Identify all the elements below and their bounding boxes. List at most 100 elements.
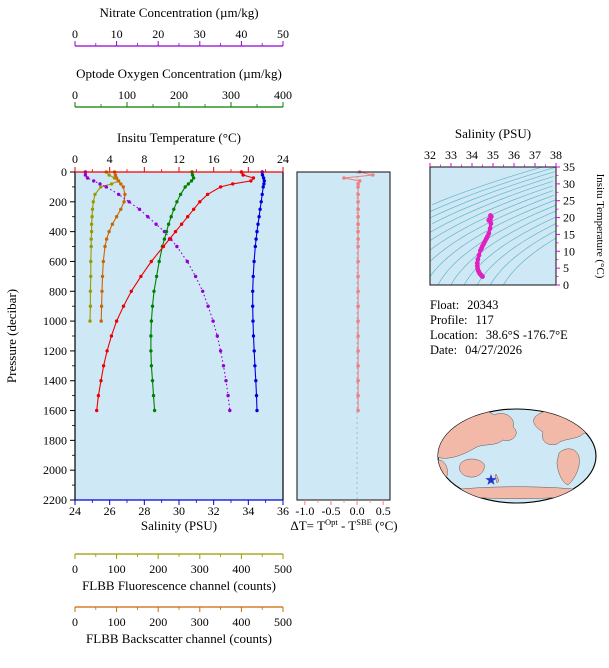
nitrate-profile-marker (175, 244, 179, 249)
fluorescence-profile-marker (89, 222, 94, 226)
nitrate-tick-label: 0 (72, 27, 78, 41)
backscatter-profile-marker (99, 304, 104, 308)
salinity-profile-marker (255, 408, 259, 413)
backscatter-profile-marker (114, 176, 119, 180)
ts-temperature-tick-label: 10 (563, 244, 575, 258)
nitrate-profile-marker (83, 173, 88, 177)
pressure-tick-label: 1000 (43, 314, 67, 328)
nitrate-profile-marker (224, 379, 228, 383)
backscatter-profile-marker (103, 244, 107, 249)
backscatter-profile-marker (119, 207, 123, 211)
oxygen-profile-marker (166, 222, 171, 226)
pressure-tick-label: 400 (49, 225, 67, 239)
nitrate-profile-marker (228, 408, 232, 413)
float-location-star (485, 474, 497, 485)
temperature-profile-marker (192, 207, 196, 211)
delta-t-title-part: - T (338, 518, 357, 533)
delta-t-title-part: (°C) (372, 518, 398, 533)
ts-temperature-tick-label: 5 (563, 261, 569, 275)
salinity-profile-marker (251, 289, 255, 293)
fluorescence-profile-marker (89, 237, 93, 241)
salinity-profile-marker (260, 173, 265, 177)
float-id-value: 20343 (467, 298, 498, 312)
temperature-profile-marker (251, 176, 256, 180)
delta-t-marker (371, 173, 375, 177)
temperature-profile-marker (179, 222, 184, 226)
profile-curves (83, 170, 266, 413)
backscatter-profile-marker (116, 179, 121, 183)
delta-t-marker (356, 274, 360, 279)
temperature-profile-marker (99, 379, 103, 383)
temperature-profile-marker (105, 349, 109, 353)
sigma-theta-contour (430, 185, 553, 242)
sigma-theta-contour (437, 204, 556, 285)
sigma-theta-contour (430, 194, 554, 262)
oxygen-tick-label: 0 (72, 88, 78, 102)
date-line: Date: 04/27/2026 (430, 343, 522, 357)
ts-temperature-tick-label: 15 (563, 227, 575, 241)
delta-t-axis-title: ΔT= TOpt - TSBE (°C) (290, 517, 397, 533)
backscatter-axis-title: FLBB Backscatter channel (counts) (86, 631, 272, 646)
delta-t-marker (356, 207, 360, 212)
salinity-profile-marker (253, 244, 257, 249)
delta-t-marker (342, 176, 346, 180)
fluorescence-tick-label: 400 (232, 562, 250, 576)
fluorescence-profile-marker (88, 289, 93, 293)
salinity-tick-label: 30 (173, 504, 185, 518)
delta-t-marker (357, 179, 362, 183)
delta-t-title-sup: SBE (356, 517, 372, 527)
nitrate-profile-marker (154, 222, 158, 226)
salinity-profile-marker (252, 259, 256, 264)
fluorescence-tick-label: 100 (108, 562, 126, 576)
backscatter-profile-marker (121, 185, 126, 189)
ts-curve-group (474, 213, 494, 279)
oxygen-profile-marker (149, 334, 153, 338)
delta-t-marker (356, 192, 360, 197)
pressure-tick-label: 1200 (43, 344, 67, 358)
sigma-theta-contour (430, 190, 554, 251)
oxygen-profile-marker (149, 364, 154, 368)
salinity-profile-marker (254, 379, 258, 383)
salinity-tick-label: 24 (69, 504, 81, 518)
temperature-tick-label: 4 (107, 152, 113, 166)
ts-curve-marker (476, 252, 482, 258)
location-value: 38.6°S -176.7°E (486, 328, 568, 342)
salinity-tick-label: 28 (138, 504, 150, 518)
fluorescence-tick-label: 500 (274, 562, 292, 576)
salinity-profile-marker (252, 349, 256, 353)
backscatter-profile-marker (119, 182, 123, 186)
nitrate-tick-label: 10 (111, 27, 123, 41)
oxygen-profile-marker (172, 207, 176, 211)
temperature-profile-marker (109, 334, 114, 338)
fluorescence-profile-marker (88, 319, 92, 323)
oxygen-tick-label: 100 (118, 88, 136, 102)
fluorescence-profile-marker (99, 185, 103, 189)
nitrate-profile-marker (211, 319, 215, 323)
nitrate-profile-marker (226, 393, 230, 398)
fluorescence-profile-marker (93, 192, 97, 197)
nitrate-profile-marker (221, 364, 226, 368)
delta-t-marker (356, 289, 360, 294)
delta-t-marker (356, 182, 360, 186)
pressure-tick-label: 2200 (43, 493, 67, 507)
salinity-profile-marker (260, 192, 264, 197)
pressure-tick-label: 600 (49, 254, 67, 268)
nitrate-profile-marker (206, 304, 210, 308)
world-map (437, 408, 597, 504)
oxygen-axis-title: Optode Oxygen Concentration (µm/kg) (76, 66, 282, 81)
temperature-profile-marker (96, 393, 101, 398)
nitrate-profile-marker (104, 185, 108, 189)
delta-t-marker (356, 349, 360, 353)
temperature-profile-marker (129, 289, 133, 293)
backscatter-tick-label: 0 (72, 615, 78, 629)
backscatter-tick-label: 300 (191, 615, 209, 629)
nitrate-profile-marker (117, 192, 121, 197)
ts-curve-marker (475, 257, 481, 262)
temperature-profile-marker (218, 185, 223, 189)
delta-t-plot-border (296, 171, 391, 501)
salinity-profile-marker (251, 304, 255, 308)
map-land-new-zealand (494, 473, 500, 484)
fluorescence-tick-label: 200 (149, 562, 167, 576)
float-id-label: Float: (430, 298, 459, 312)
